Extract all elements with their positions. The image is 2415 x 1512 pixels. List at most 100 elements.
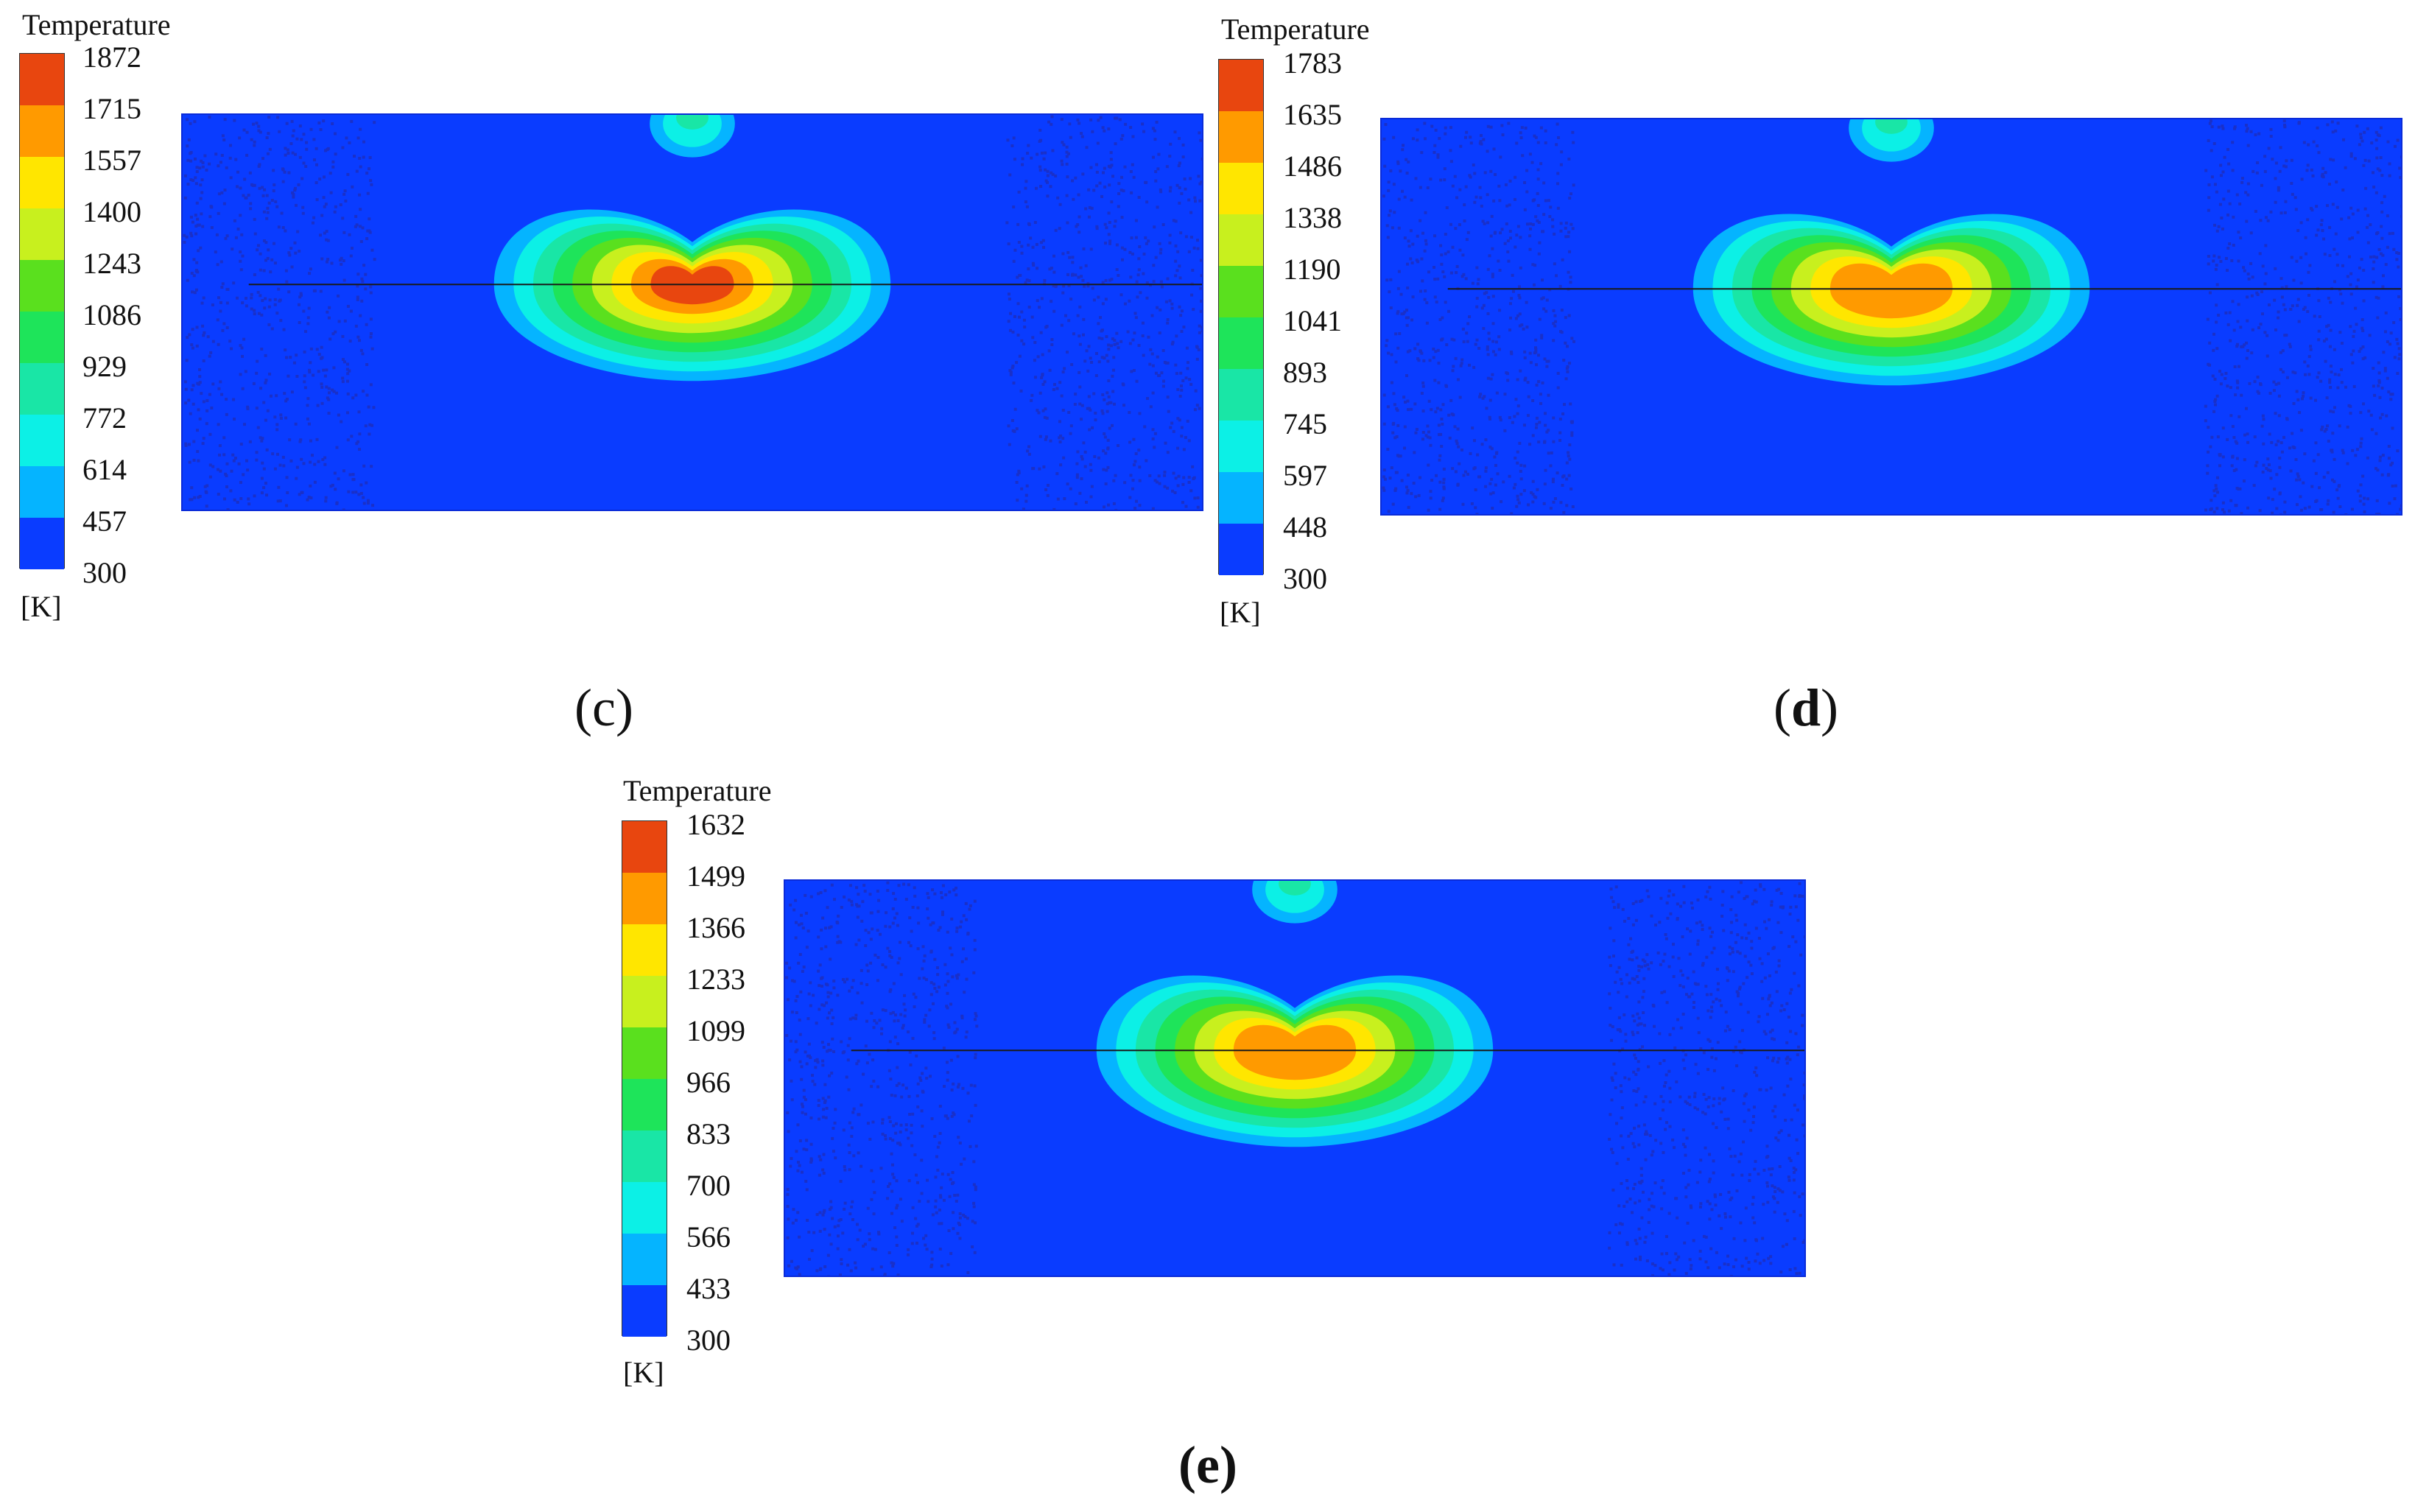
mesh-speck bbox=[370, 347, 374, 351]
mesh-speck bbox=[1474, 195, 1478, 199]
mesh-speck bbox=[2320, 175, 2324, 178]
mesh-speck bbox=[1159, 280, 1163, 284]
mesh-speck bbox=[1571, 130, 1575, 134]
mesh-speck bbox=[1659, 1186, 1663, 1189]
mesh-speck bbox=[240, 346, 244, 350]
mesh-speck bbox=[1708, 1202, 1712, 1206]
mesh-speck bbox=[1113, 342, 1117, 346]
mesh-speck bbox=[1723, 1262, 1726, 1266]
mesh-speck bbox=[2271, 511, 2274, 514]
mesh-speck bbox=[1662, 1084, 1666, 1088]
mesh-speck bbox=[1774, 1189, 1777, 1193]
mesh-speck bbox=[2256, 390, 2260, 393]
mesh-speck bbox=[1400, 312, 1404, 316]
mesh-speck bbox=[308, 370, 312, 374]
mesh-speck bbox=[1523, 208, 1527, 211]
mesh-speck bbox=[209, 351, 213, 354]
mesh-speck bbox=[1635, 1242, 1639, 1245]
mesh-speck bbox=[887, 1251, 891, 1254]
mesh-speck bbox=[187, 398, 191, 402]
mesh-speck bbox=[250, 307, 253, 311]
mesh-speck bbox=[1558, 284, 1562, 288]
mesh-speck bbox=[1682, 885, 1686, 888]
mesh-speck bbox=[1521, 154, 1525, 158]
mesh-speck bbox=[1137, 344, 1141, 348]
mesh-speck bbox=[930, 1257, 934, 1261]
mesh-speck bbox=[2341, 301, 2344, 305]
mesh-speck bbox=[1611, 1151, 1614, 1155]
mesh-speck bbox=[2387, 473, 2391, 477]
mesh-speck bbox=[1643, 1240, 1647, 1244]
mesh-speck bbox=[1121, 134, 1125, 138]
mesh-speck bbox=[220, 153, 224, 157]
mesh-speck bbox=[1685, 1136, 1689, 1140]
mesh-speck bbox=[849, 1269, 853, 1273]
mesh-speck bbox=[1631, 1014, 1635, 1018]
mesh-speck bbox=[1662, 1192, 1666, 1195]
mesh-speck bbox=[2204, 508, 2207, 512]
mesh-speck bbox=[1631, 1142, 1635, 1145]
mesh-speck bbox=[1667, 894, 1670, 898]
mesh-speck bbox=[2240, 180, 2244, 184]
mesh-speck bbox=[1538, 421, 1542, 424]
mesh-speck bbox=[1058, 436, 1061, 440]
mesh-speck bbox=[901, 1083, 905, 1087]
mesh-speck bbox=[2358, 143, 2361, 147]
mesh-speck bbox=[2332, 158, 2335, 162]
mesh-speck bbox=[1797, 1045, 1801, 1049]
mesh-speck bbox=[1636, 1012, 1639, 1016]
mesh-speck bbox=[367, 167, 370, 171]
mesh-speck bbox=[1712, 1069, 1716, 1072]
mesh-speck bbox=[269, 394, 273, 398]
mesh-speck bbox=[185, 359, 189, 362]
mesh-speck bbox=[1510, 297, 1514, 300]
mesh-speck bbox=[1413, 451, 1416, 454]
mesh-speck bbox=[891, 921, 895, 925]
mesh-speck bbox=[366, 191, 370, 195]
mesh-speck bbox=[1740, 1051, 1743, 1055]
mesh-speck bbox=[1720, 915, 1724, 918]
mesh-speck bbox=[1049, 185, 1052, 189]
mesh-speck bbox=[2298, 478, 2302, 482]
mesh-speck bbox=[1692, 1005, 1695, 1009]
mesh-speck bbox=[924, 1234, 928, 1237]
mesh-speck bbox=[1414, 431, 1418, 435]
mesh-speck bbox=[1536, 168, 1540, 172]
mesh-speck bbox=[219, 469, 222, 473]
mesh-speck bbox=[1424, 434, 1428, 437]
mesh-speck bbox=[2372, 367, 2375, 370]
mesh-speck bbox=[342, 469, 345, 473]
mesh-speck bbox=[1184, 436, 1187, 440]
mesh-speck bbox=[892, 1175, 896, 1179]
mesh-speck bbox=[1609, 887, 1613, 891]
mesh-speck bbox=[949, 1178, 952, 1181]
mesh-speck bbox=[961, 1086, 965, 1090]
mesh-speck bbox=[824, 945, 828, 949]
mesh-speck bbox=[2262, 463, 2265, 467]
mesh-speck bbox=[1440, 338, 1444, 342]
mesh-speck bbox=[1137, 449, 1141, 452]
mesh-speck bbox=[1104, 278, 1108, 282]
mesh-speck bbox=[190, 486, 194, 490]
mesh-speck bbox=[2364, 186, 2368, 190]
mesh-speck bbox=[789, 903, 792, 907]
mesh-speck bbox=[1488, 254, 1491, 258]
mesh-speck bbox=[1406, 350, 1410, 354]
mesh-speck bbox=[1387, 180, 1391, 184]
mesh-speck bbox=[1679, 904, 1683, 908]
color-band bbox=[20, 260, 64, 312]
mesh-speck bbox=[2312, 459, 2316, 463]
mesh-speck bbox=[1433, 234, 1437, 238]
mesh-speck bbox=[309, 484, 312, 488]
mesh-speck bbox=[903, 994, 907, 997]
mesh-speck bbox=[228, 156, 232, 160]
mesh-speck bbox=[887, 1069, 891, 1072]
mesh-speck bbox=[2250, 351, 2254, 355]
mesh-speck bbox=[1079, 266, 1083, 270]
mesh-speck bbox=[2274, 267, 2277, 270]
mesh-speck bbox=[342, 231, 346, 234]
tick-label: 893 bbox=[1283, 356, 1327, 389]
mesh-speck bbox=[1132, 369, 1136, 373]
mesh-speck bbox=[1442, 481, 1446, 485]
mesh-speck bbox=[2375, 147, 2379, 150]
